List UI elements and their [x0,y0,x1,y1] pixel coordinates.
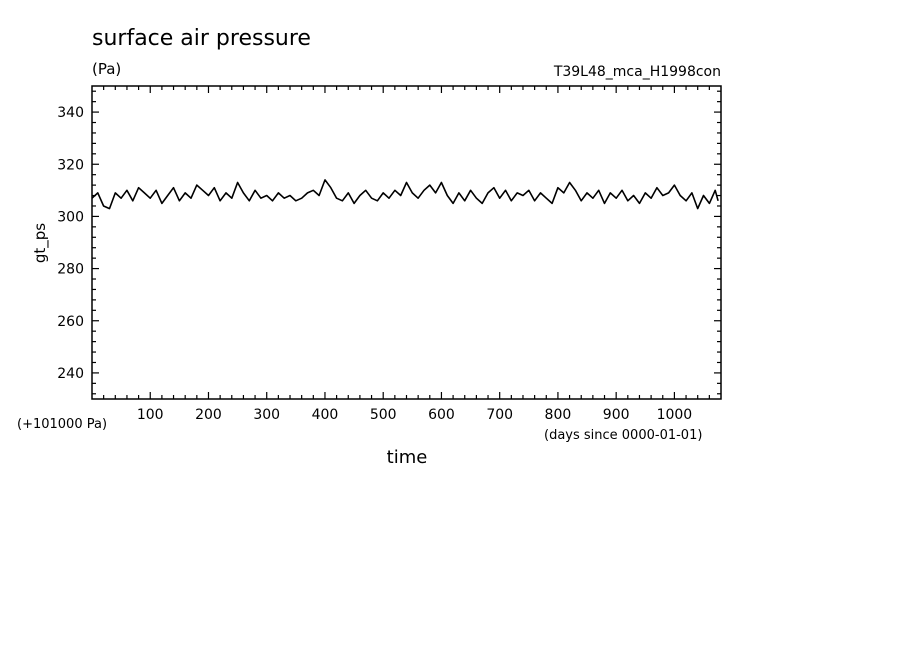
y-tick-label: 300 [57,209,84,225]
x-tick-label: 800 [545,407,572,423]
offset-label: (+101000 Pa) [17,417,107,432]
y-tick-label: 340 [57,105,84,121]
y-axis-label: gt_ps [31,223,50,263]
x-tick-label: 600 [428,407,455,423]
x-axis-label: time [387,447,428,468]
axis-ticks [92,86,721,399]
x-tick-label: 100 [137,407,164,423]
x-tick-label: 700 [486,407,513,423]
x-tick-label: 300 [253,407,280,423]
x-tick-label: 200 [195,407,222,423]
units-label: (Pa) [92,60,121,78]
x-tick-label: 400 [312,407,339,423]
plot-frame [91,85,722,400]
x-tick-label: 500 [370,407,397,423]
y-tick-label: 280 [57,262,84,278]
y-tick-label: 260 [57,314,84,330]
x-axis-units: (days since 0000-01-01) [544,428,702,443]
chart-title: surface air pressure [92,26,311,51]
x-tick-label: 1000 [657,407,693,423]
series-line [91,179,719,210]
x-tick-label: 900 [603,407,630,423]
y-tick-label: 240 [57,366,84,382]
run-label: T39L48_mca_H1998con [553,64,721,80]
tick-labels: 100 200 300 400 500 600 700 800 900 1000 240 260 280… [57,105,692,423]
y-tick-label: 320 [57,157,84,173]
